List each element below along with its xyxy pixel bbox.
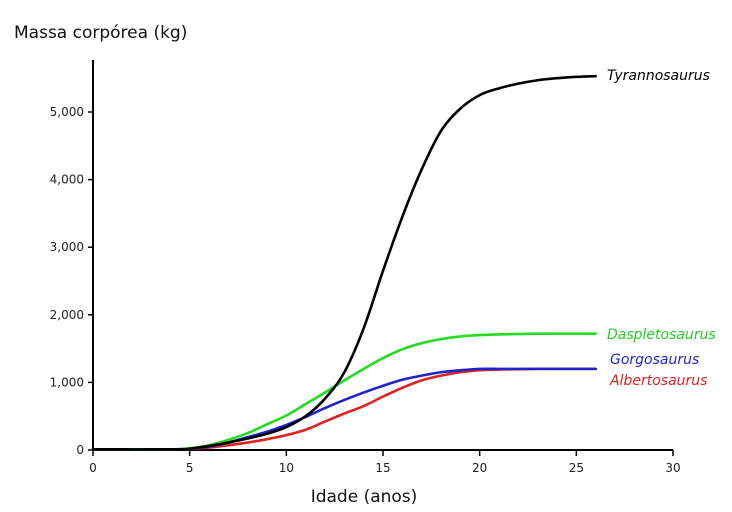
series-label-gorgosaurus: Gorgosaurus [610, 352, 699, 368]
x-axis-label: Idade (anos) [311, 487, 418, 507]
x-tick-label: 20 [472, 461, 487, 475]
y-axis-label: Massa corpórea (kg) [14, 23, 187, 43]
series-label-albertosaurus: Albertosaurus [609, 373, 707, 389]
x-tick-label: 10 [279, 461, 294, 475]
series-line-tyrannosaurus [91, 74, 597, 451]
y-ticks: 0 1,000 2,000 3,000 4,000 5,000 [50, 105, 93, 457]
x-tick-label: 0 [89, 461, 97, 475]
y-tick-label: 4,000 [50, 173, 84, 187]
y-tick-label: 0 [76, 443, 84, 457]
series-label-tyrannosaurus: Tyrannosaurus [607, 68, 710, 84]
x-tick-label: 25 [569, 461, 584, 475]
y-tick-label: 5,000 [50, 105, 84, 119]
x-ticks: 0 5 10 15 20 25 30 [89, 450, 681, 475]
y-tick-label: 2,000 [50, 308, 84, 322]
y-tick-label: 1,000 [50, 375, 84, 389]
series-line-daspletosaurus [91, 332, 597, 451]
series-lines [91, 74, 597, 451]
y-tick-label: 3,000 [50, 240, 84, 254]
x-tick-label: 15 [375, 461, 390, 475]
x-tick-label: 5 [186, 461, 194, 475]
series-label-daspletosaurus: Daspletosaurus [607, 327, 716, 343]
series-labels: Tyrannosaurus Daspletosaurus Gorgosaurus Al… [607, 68, 716, 389]
x-tick-label: 30 [665, 461, 680, 475]
